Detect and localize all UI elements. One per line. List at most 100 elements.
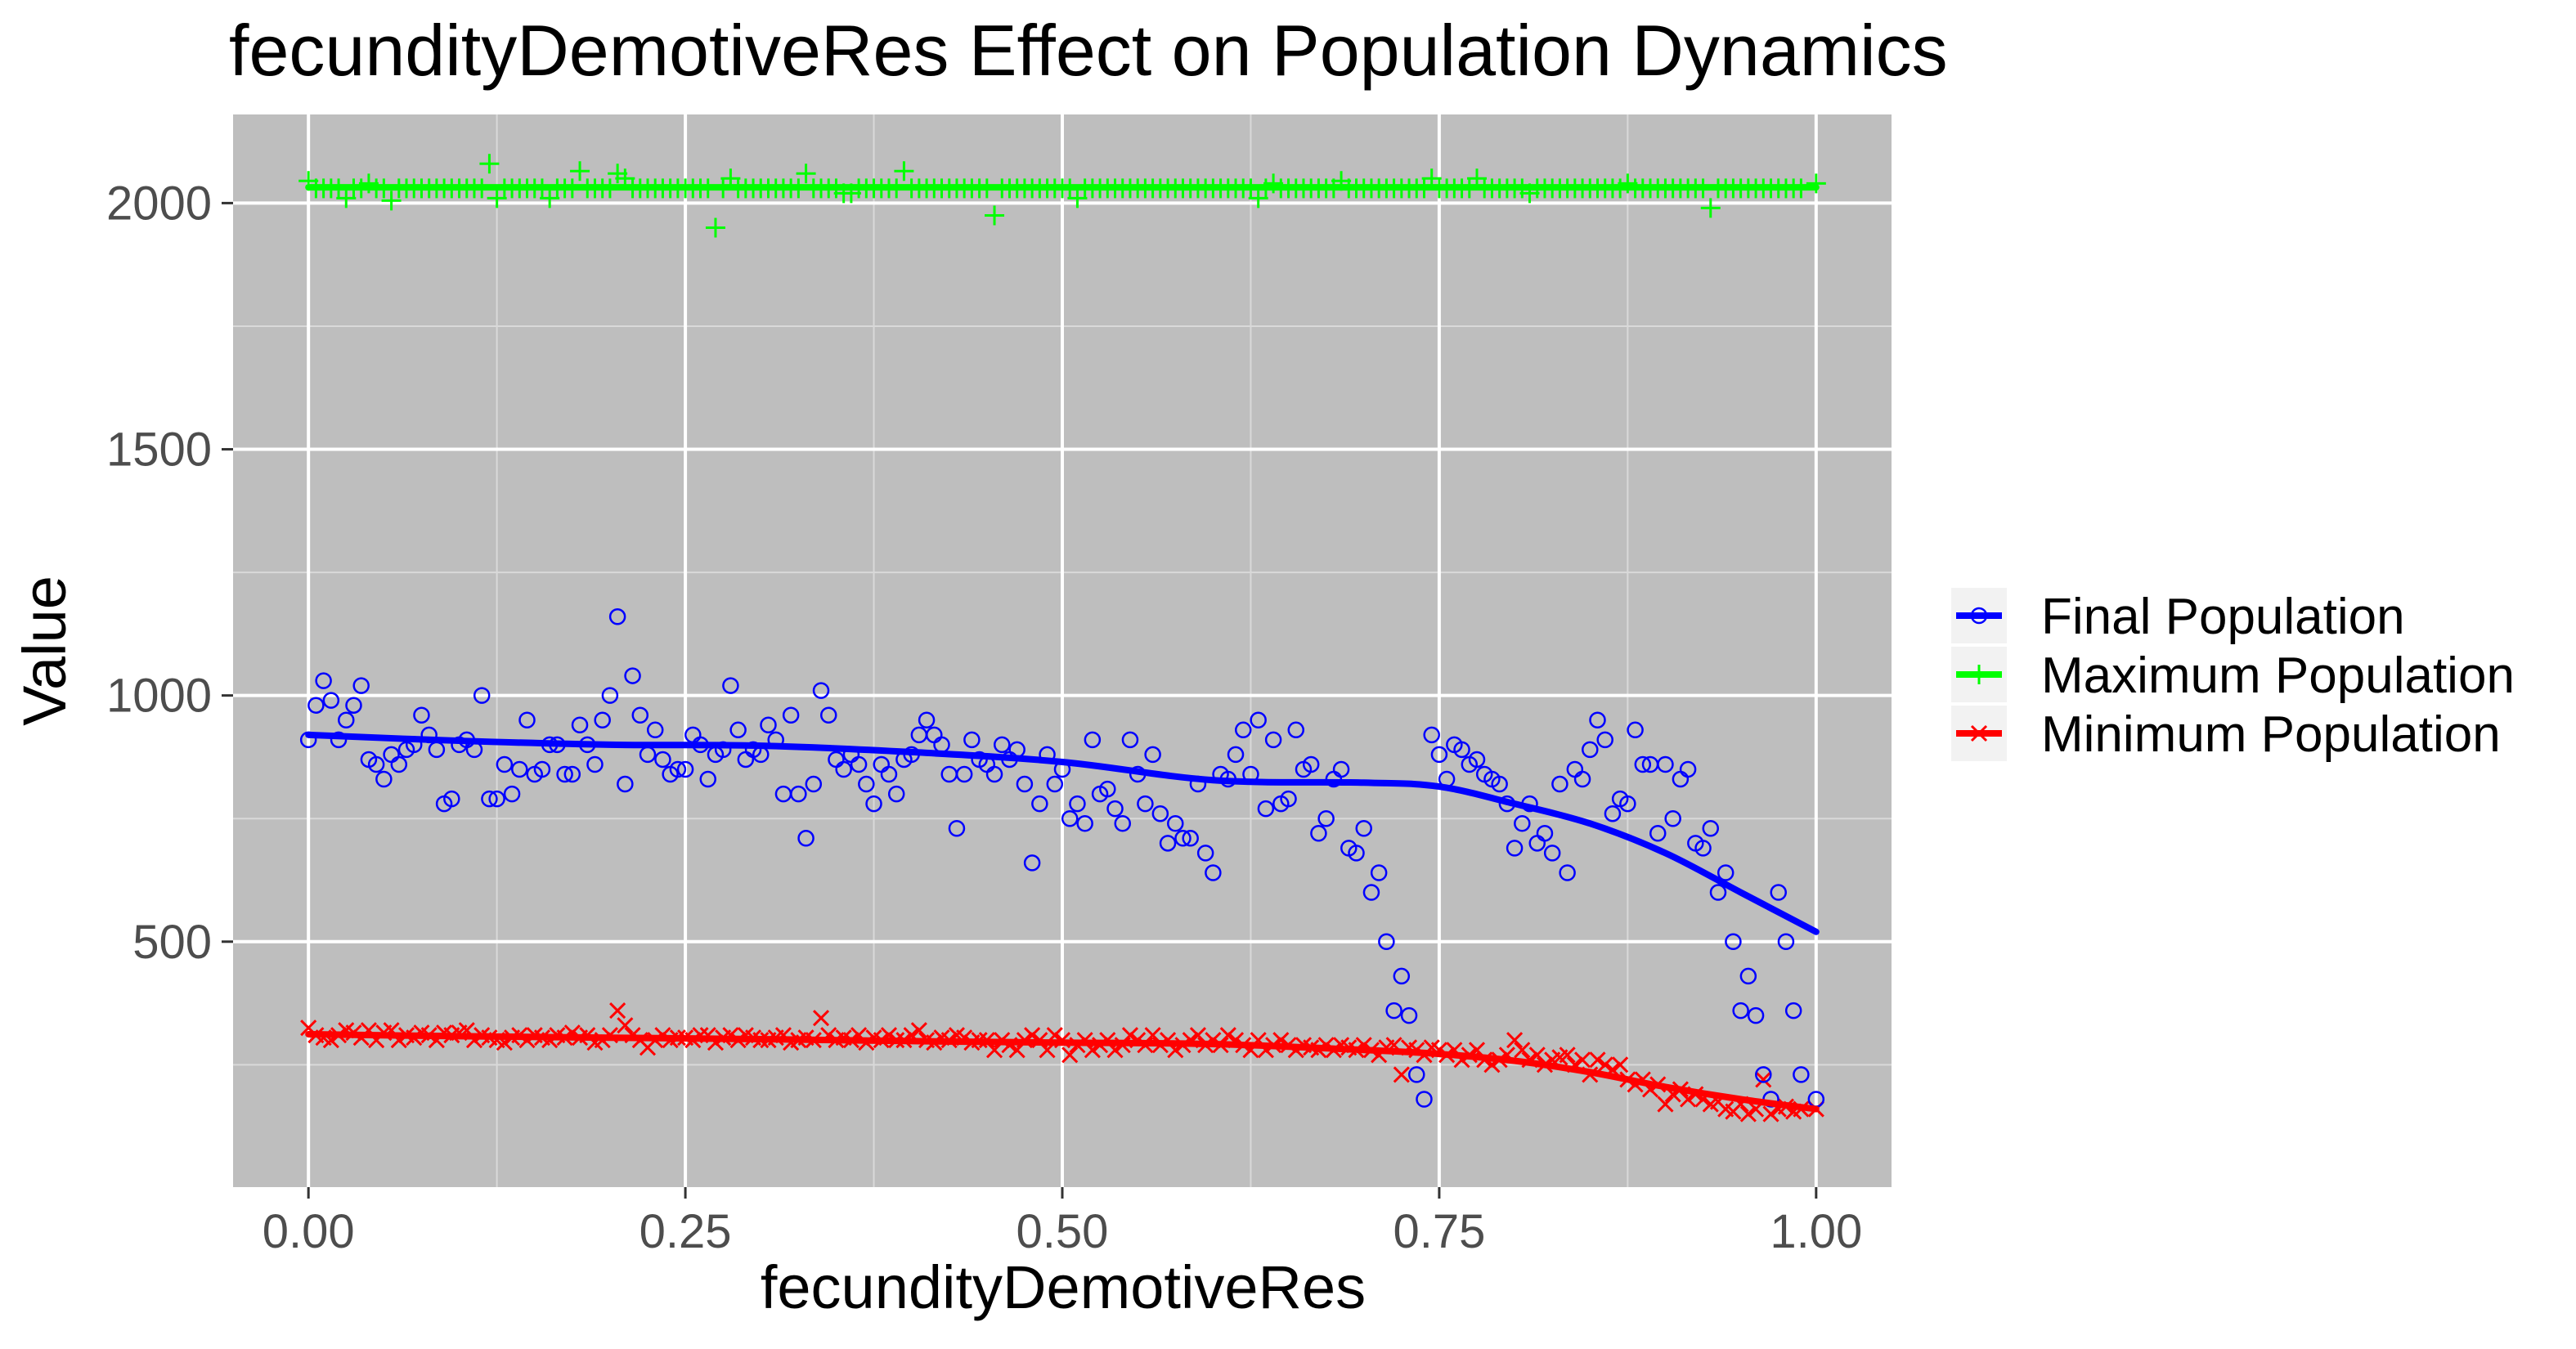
data-point (330, 731, 348, 749)
data-point (338, 711, 355, 729)
data-point (835, 760, 852, 778)
data-point (729, 721, 747, 739)
data-point (1755, 1071, 1772, 1088)
data-point (654, 751, 671, 769)
data-point (518, 711, 536, 729)
data-point (1031, 795, 1048, 813)
data-point (1106, 800, 1124, 818)
data-point (1506, 1032, 1524, 1049)
data-point (1770, 884, 1787, 901)
data-point (1084, 731, 1102, 749)
data-point (381, 190, 402, 211)
data-point (1400, 1006, 1418, 1024)
data-point (985, 765, 1003, 783)
data-point (1069, 795, 1086, 813)
y-tick-label: 1000 (106, 670, 212, 723)
data-point (1416, 1091, 1433, 1108)
data-point (948, 820, 966, 837)
data-point (760, 716, 777, 734)
data-point (1596, 731, 1613, 749)
data-point (646, 721, 664, 739)
data-point (315, 672, 332, 689)
data-point (503, 785, 521, 803)
data-point (1717, 864, 1735, 881)
data-point (624, 667, 641, 684)
legend-marker (1970, 607, 1988, 625)
data-point (1280, 790, 1297, 808)
data-point (1310, 825, 1327, 842)
data-point (1189, 1027, 1206, 1044)
data-point (1302, 755, 1320, 773)
data-point (812, 682, 830, 699)
data-point (1468, 751, 1486, 769)
data-point (1317, 809, 1335, 827)
data-point (608, 608, 626, 625)
data-point (1506, 840, 1524, 857)
data-point (533, 760, 551, 778)
data-point (1182, 830, 1199, 847)
data-point (390, 755, 408, 773)
data-point (1408, 1066, 1425, 1083)
data-point (1227, 746, 1245, 764)
data-point (1196, 845, 1214, 862)
x-tick-label: 0.50 (1016, 1205, 1109, 1258)
legend-label: Maximum Population (2041, 648, 2515, 704)
series-layer (298, 154, 1826, 1123)
data-point (1393, 1066, 1410, 1083)
data-point (1121, 731, 1139, 749)
data-point (797, 830, 815, 847)
data-point (631, 706, 649, 724)
data-point (367, 755, 385, 773)
data-point (1762, 1105, 1779, 1123)
data-point (1423, 726, 1440, 744)
data-point (1348, 845, 1365, 862)
data-point (1755, 1066, 1772, 1083)
data-point (617, 1017, 634, 1034)
data-point (1144, 746, 1161, 764)
legend-marker (1969, 665, 1989, 684)
data-point (1634, 755, 1652, 773)
data-point (1016, 775, 1034, 793)
y-axis: 500 1000 1500 2000 (106, 177, 233, 969)
legend-marker (1970, 724, 1988, 742)
data-point (812, 1010, 830, 1027)
chart-title: fecundityDemotiveRes Effect on Populatio… (229, 10, 1948, 91)
x-tick-label: 0.75 (1393, 1205, 1485, 1258)
data-point (1679, 760, 1697, 778)
data-point (955, 765, 973, 783)
data-point (1250, 711, 1267, 729)
data-point (487, 188, 507, 208)
data-point (1702, 820, 1720, 837)
data-point (571, 716, 589, 734)
trend-line (305, 1031, 1820, 1113)
data-point (375, 770, 393, 788)
data-point (1596, 1056, 1613, 1073)
data-point (479, 154, 500, 174)
data-point (1205, 864, 1222, 881)
x-tick-label: 0.25 (640, 1205, 732, 1258)
data-point (894, 161, 914, 182)
data-point (511, 760, 528, 778)
data-point (1370, 864, 1388, 881)
data-point (345, 697, 362, 714)
data-point (1725, 933, 1742, 951)
x-axis: 0.00 0.25 0.50 0.75 1.00 (263, 1187, 1862, 1258)
data-point (1589, 711, 1606, 729)
data-point (1793, 1066, 1810, 1083)
data-point (1378, 933, 1395, 951)
y-tick-label: 1500 (106, 424, 212, 477)
data-point (322, 692, 340, 709)
data-point (985, 205, 1005, 226)
data-point (819, 706, 837, 724)
data-point (1023, 854, 1041, 872)
data-point (1777, 933, 1795, 951)
series-0 (299, 608, 1825, 1108)
data-point (586, 755, 604, 773)
data-point (1067, 188, 1088, 208)
data-point (1099, 780, 1116, 798)
data-point (1248, 188, 1268, 208)
data-point (918, 711, 936, 729)
data-point (1694, 840, 1712, 857)
data-point (1536, 825, 1554, 842)
